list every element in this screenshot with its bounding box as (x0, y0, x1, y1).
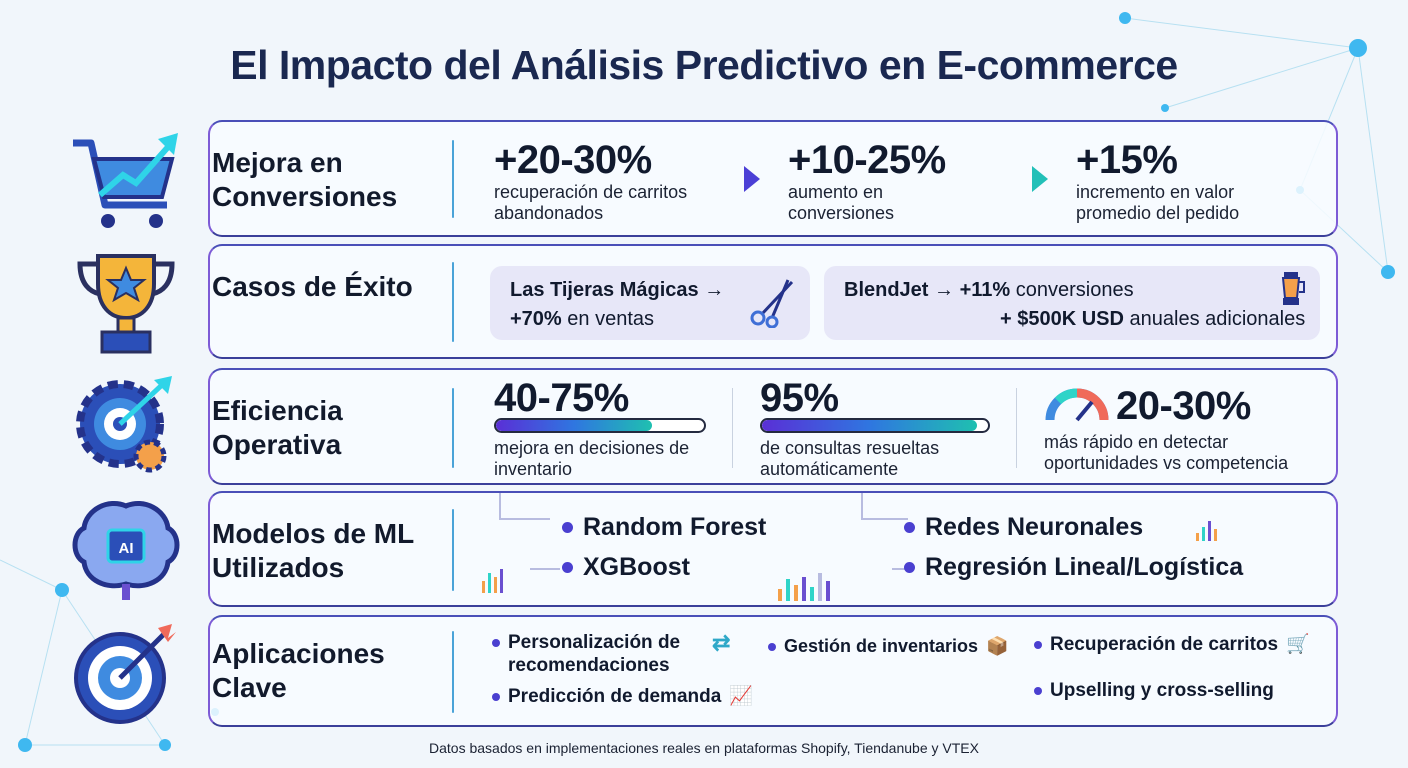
case-name: BlendJet (844, 279, 929, 301)
stat-desc: aumento en conversiones (788, 182, 895, 223)
case-result: + $500K USD (1000, 308, 1124, 330)
stat-value: 95% (760, 376, 839, 420)
row-casos: Casos de Éxito Las Tijeras Mágicas → +70… (208, 244, 1338, 359)
divider (452, 388, 454, 468)
row-aplicaciones: Aplicaciones Clave Personalización de re… (208, 615, 1338, 727)
case-result-text: conversiones (1015, 279, 1134, 301)
application-item: Upselling y cross-selling (1034, 679, 1274, 702)
model-item: Redes Neuronales (904, 513, 1143, 542)
case-result: +11% (959, 279, 1011, 301)
row-label: Modelos de ML Utilizados (212, 518, 414, 583)
cart-icon: 🛒 (1286, 634, 1310, 655)
bullet-icon (904, 562, 915, 573)
bullet-icon (1034, 687, 1042, 695)
svg-text:AI: AI (119, 540, 134, 557)
row-label: Mejora en Conversiones (212, 147, 398, 212)
bar-chart-icon (1196, 521, 1217, 541)
scissors-icon (750, 279, 794, 328)
bar-chart-icon (482, 569, 503, 593)
model-item: XGBoost (562, 553, 690, 582)
connector-lines (482, 493, 1217, 601)
bullet-icon (492, 693, 500, 701)
stat-value: +15% (1076, 138, 1178, 182)
model-item: Random Forest (562, 513, 766, 542)
target-arrow-icon (74, 624, 176, 724)
progress-fill (762, 420, 977, 431)
stat-desc: mejora en decisiones de inventario (494, 438, 690, 479)
stat-desc: recuperación de carritos abandonados (494, 182, 688, 223)
divider (452, 509, 454, 591)
users-swap-icon: ⇄ (712, 630, 731, 655)
case-result-text: en ventas (567, 308, 655, 330)
case-name: Las Tijeras Mágicas (510, 279, 699, 301)
stat-desc: de consultas resueltas automáticamente (760, 438, 940, 479)
stat-value: 40-75% (494, 376, 629, 420)
row-conversiones: Mejora en Conversiones +20-30% recuperaci… (208, 120, 1338, 237)
model-item: Regresión Lineal/Logística (904, 553, 1243, 582)
ai-brain-icon: AI (72, 501, 180, 600)
trophy-icon (77, 254, 175, 354)
box-icon: 📦 (986, 636, 1009, 656)
row-label: Eficiencia Operativa (212, 395, 343, 460)
arrow: → (704, 279, 725, 301)
divider (452, 631, 454, 713)
chevron-right-icon (1032, 166, 1048, 192)
stat-desc: más rápido en detectar oportunidades vs … (1044, 432, 1289, 473)
case-result-text: anuales adicionales (1129, 308, 1306, 330)
application-item: Predicción de demanda 📈 (492, 685, 753, 708)
cart-trend-icon (73, 133, 178, 228)
page-title: El Impacto del Análisis Predictivo en E-… (230, 42, 1178, 88)
progress-bar (494, 418, 706, 433)
gear-target-icon (76, 376, 172, 473)
chevron-right-icon (744, 166, 760, 192)
divider (732, 388, 733, 468)
application-item: Gestión de inventarios 📦 (768, 635, 1008, 658)
divider (452, 140, 454, 218)
divider (1016, 388, 1017, 468)
stat-value: +20-30% (494, 138, 652, 182)
bullet-icon (768, 643, 776, 651)
row-eficiencia: Eficiencia Operativa 40-75% mejora en de… (208, 368, 1338, 485)
blender-icon (1281, 272, 1305, 305)
bullet-icon (904, 522, 915, 533)
row-label: Casos de Éxito (212, 271, 413, 302)
progress-fill (496, 420, 652, 431)
chart-trend-icon: 📈 (729, 686, 753, 707)
stat-desc: incremento en valor promedio del pedido (1076, 182, 1240, 223)
case-card: BlendJet → +11% conversiones + $500K USD… (824, 266, 1320, 340)
bar-chart-icon (778, 573, 830, 601)
stat-value: 20-30% (1116, 384, 1251, 428)
divider (452, 262, 454, 342)
stat-value: +10-25% (788, 138, 946, 182)
speedometer-icon (1045, 388, 1109, 422)
bullet-icon (562, 522, 573, 533)
case-card: Las Tijeras Mágicas → +70% en ventas (490, 266, 810, 340)
bullet-icon (1034, 641, 1042, 649)
progress-bar (760, 418, 990, 433)
application-item: Recuperación de carritos 🛒 (1034, 633, 1310, 656)
row-modelos: Modelos de ML Utilizados Random Forest X… (208, 491, 1338, 607)
row-label: Aplicaciones Clave (212, 638, 385, 703)
footer-note: Datos basados en implementaciones reales… (429, 740, 979, 756)
bullet-icon (562, 562, 573, 573)
bullet-icon (492, 639, 500, 647)
case-result: +70% (510, 308, 562, 330)
application-item: Personalización de recomendaciones ⇄ (492, 631, 730, 677)
arrow: → (934, 279, 955, 301)
